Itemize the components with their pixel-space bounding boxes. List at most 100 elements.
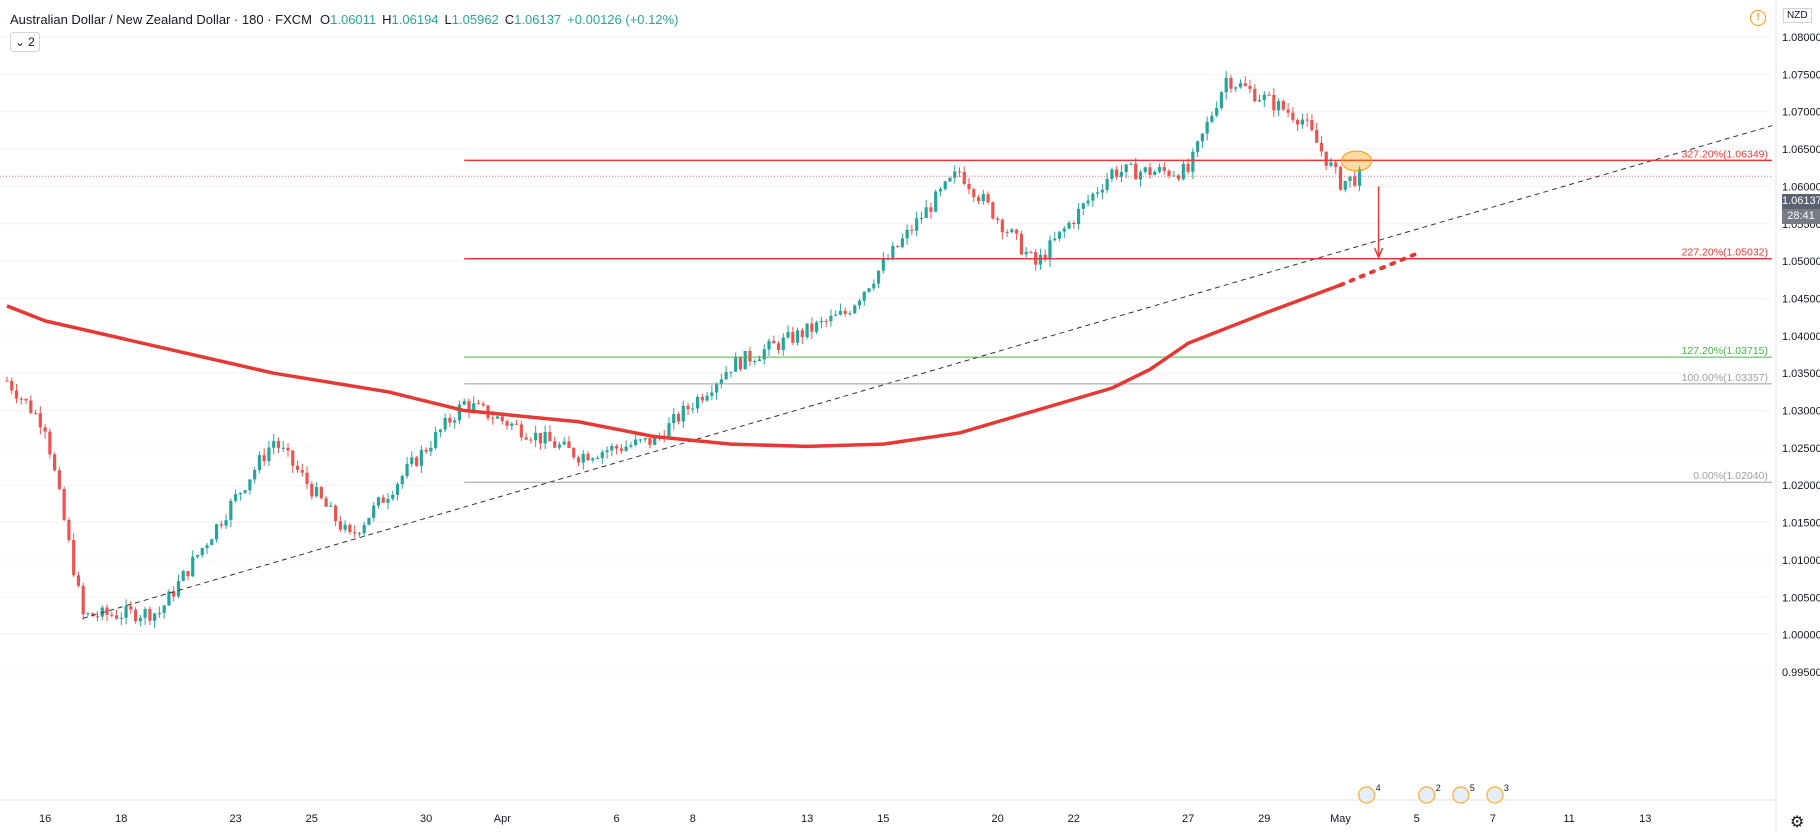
candle-body <box>1257 100 1262 102</box>
candle-body <box>1162 167 1166 171</box>
candle-body <box>1067 222 1071 229</box>
x-tick-label: 11 <box>1563 813 1574 825</box>
candle-body <box>881 259 885 271</box>
event-count-label: 5 <box>1470 783 1475 793</box>
candle-body <box>238 492 242 495</box>
event-marker-icon[interactable] <box>1357 786 1376 804</box>
candle-body <box>153 613 157 621</box>
candle-body <box>1272 94 1276 111</box>
candle-body <box>538 432 542 444</box>
moving-average-projection <box>1338 251 1419 288</box>
indicators-toggle-button[interactable]: ⌄ 2 <box>10 32 40 52</box>
candle-body <box>243 490 247 493</box>
candle-body <box>600 452 604 458</box>
candle-body <box>1081 203 1085 209</box>
candle-body <box>1100 189 1104 193</box>
candle-body <box>791 331 795 343</box>
event-marker-icon[interactable] <box>1452 786 1470 804</box>
candle-body <box>262 455 266 461</box>
candle-body <box>857 300 862 306</box>
candle-body <box>53 454 57 471</box>
candle-body <box>395 484 400 495</box>
candle-body <box>781 337 785 350</box>
indicator-count: 2 <box>28 35 35 49</box>
event-marker-icon[interactable] <box>1417 786 1436 804</box>
candle-body <box>81 585 85 615</box>
candle-body <box>314 486 319 497</box>
highlight-circle <box>1341 150 1372 172</box>
fib-level-label: 100.00%(1.03357) <box>1682 372 1768 384</box>
candle-body <box>1219 92 1224 108</box>
candle-body <box>91 613 95 617</box>
candle-body <box>391 494 395 499</box>
candle-body <box>767 340 771 350</box>
x-tick-label: 13 <box>801 813 813 825</box>
candle-body <box>629 445 633 447</box>
gear-icon[interactable]: ⚙ <box>1790 814 1805 831</box>
candle-body <box>543 431 547 444</box>
candle-body <box>667 423 671 440</box>
x-tick-label: 25 <box>306 813 318 825</box>
candle-body <box>524 437 528 440</box>
candle-body <box>257 455 262 471</box>
candle-body <box>1029 251 1033 253</box>
candle-body <box>481 403 485 406</box>
candle-body <box>748 350 752 362</box>
currency-label: NZD <box>1783 8 1812 23</box>
candle-body <box>762 349 766 360</box>
candle-body <box>1215 107 1219 116</box>
candle-body <box>38 413 42 428</box>
candle-body <box>19 398 23 400</box>
candle-body <box>900 238 904 247</box>
candle-body <box>581 453 585 463</box>
candle-body <box>705 395 709 401</box>
candle-body <box>800 330 804 338</box>
candle-body <box>1086 200 1090 204</box>
candle-body <box>276 441 281 448</box>
event-count-label: 2 <box>1436 783 1441 793</box>
symbol-title[interactable]: Australian Dollar / New Zealand Dollar ·… <box>10 11 312 27</box>
y-tick-label: 1.03500 <box>1782 368 1820 380</box>
candle-body <box>210 539 214 546</box>
candle-body <box>572 448 576 458</box>
candle-body <box>853 305 857 314</box>
candle-body <box>386 498 390 503</box>
candle-body <box>891 245 895 259</box>
y-tick-label: 1.06500 <box>1782 144 1820 156</box>
candle-body <box>329 505 333 507</box>
candle-body <box>1324 151 1328 166</box>
candle-body <box>734 357 738 372</box>
candle-body <box>1057 231 1062 239</box>
candle-body <box>1243 83 1247 87</box>
candle-body <box>310 483 314 497</box>
candle-body <box>438 429 442 432</box>
y-tick-label: 1.04500 <box>1782 293 1820 305</box>
event-marker-icon[interactable] <box>1486 786 1504 804</box>
candle-body <box>715 383 719 393</box>
candle-body <box>786 331 790 338</box>
candle-body <box>819 320 823 323</box>
candle-body <box>229 500 233 521</box>
candle-body <box>1167 170 1171 176</box>
candle-body <box>1000 219 1004 233</box>
fib-level-label: 0.00%(1.02040) <box>1693 470 1768 482</box>
x-tick-label: 27 <box>1182 813 1194 825</box>
candle-body <box>862 291 866 301</box>
candle-body <box>1343 181 1347 190</box>
candle-body <box>186 571 190 577</box>
candle-body <box>738 357 743 370</box>
candle-body <box>929 207 933 212</box>
x-tick-label: Apr <box>494 813 511 825</box>
y-tick-label: 0.99500 <box>1782 667 1820 679</box>
candle-body <box>1300 119 1304 125</box>
candle-body <box>757 359 762 362</box>
candle-body <box>753 361 757 363</box>
candle-body <box>1357 168 1362 186</box>
candle-body <box>586 453 590 461</box>
candle-body <box>195 555 200 557</box>
candle-body <box>648 438 652 445</box>
candle-body <box>843 310 847 314</box>
candle-body <box>472 403 476 412</box>
alert-icon[interactable]: ! <box>1750 10 1766 26</box>
